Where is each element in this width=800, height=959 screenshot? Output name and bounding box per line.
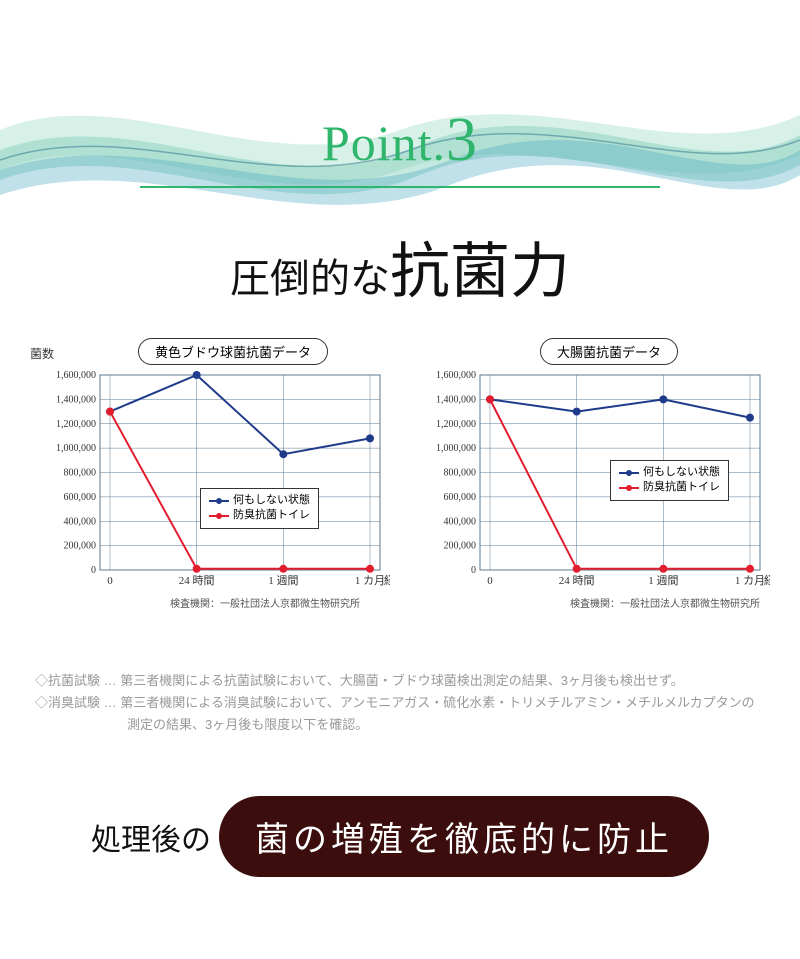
svg-text:0: 0	[91, 565, 96, 576]
note-line: ◇消臭試験 … 第三者機関による消臭試験において、アンモニアガス・硫化水素・トリ…	[35, 692, 765, 714]
svg-text:1 カ月: 1 カ月	[355, 574, 385, 587]
subtitle-big: 抗菌力	[390, 239, 570, 305]
legend-label: 防臭抗菌トイレ	[643, 480, 720, 495]
svg-text:200,000: 200,000	[444, 541, 477, 552]
legend-row: 何もしない状態	[209, 493, 310, 508]
svg-text:1,600,000: 1,600,000	[56, 370, 96, 381]
svg-text:400,000: 400,000	[64, 516, 97, 527]
svg-text:1,200,000: 1,200,000	[56, 419, 96, 430]
chart-right: 大腸菌抗菌データ 0 200,000 400,000 600,000 800,000 1,…	[410, 340, 770, 640]
header: Point.3 圧倒的な抗菌力	[0, 0, 800, 310]
svg-text:0: 0	[471, 565, 476, 576]
legend-row: 防臭抗菌トイレ	[619, 480, 720, 495]
subtitle-small: 圧倒的な	[230, 256, 390, 301]
note-line: 測定の結果、3ヶ月後も限度以下を確認。	[35, 714, 765, 736]
svg-text:1 週間: 1 週間	[268, 574, 298, 587]
svg-text:1,400,000: 1,400,000	[56, 394, 96, 405]
svg-text:1,000,000: 1,000,000	[56, 443, 96, 454]
legend-swatch	[209, 515, 229, 517]
bottom-banner: 処理後の 菌の増殖を徹底的に防止	[0, 796, 800, 877]
svg-text:経過日数: 経過日数	[764, 574, 770, 587]
legend-label: 防臭抗菌トイレ	[233, 508, 310, 523]
svg-text:800,000: 800,000	[64, 468, 97, 479]
note-line: ◇抗菌試験 … 第三者機関による抗菌試験において、大腸菌・ブドウ球菌検出測定の結…	[35, 670, 765, 692]
point-label: Point.3	[0, 105, 800, 176]
point-word: Point.	[322, 115, 446, 171]
notes: ◇抗菌試験 … 第三者機関による抗菌試験において、大腸菌・ブドウ球菌検出測定の結…	[0, 640, 800, 736]
chart-left-legend: 何もしない状態 防臭抗菌トイレ	[200, 488, 319, 529]
chart-right-legend: 何もしない状態 防臭抗菌トイレ	[610, 460, 729, 501]
svg-text:1,600,000: 1,600,000	[436, 370, 476, 381]
svg-text:1,000,000: 1,000,000	[436, 443, 476, 454]
svg-text:600,000: 600,000	[64, 492, 97, 503]
point-number: 3	[446, 106, 478, 174]
chart-left-credit: 検査機関：一般社団法人京都微生物研究所	[170, 595, 360, 610]
legend-swatch	[619, 487, 639, 489]
svg-text:1,400,000: 1,400,000	[436, 394, 476, 405]
legend-label: 何もしない状態	[643, 465, 720, 480]
chart-left-title: 黄色ブドウ球菌抗菌データ	[138, 338, 328, 365]
svg-text:1 カ月: 1 カ月	[735, 574, 765, 587]
legend-row: 防臭抗菌トイレ	[209, 508, 310, 523]
bottom-pill: 菌の増殖を徹底的に防止	[219, 796, 709, 877]
svg-text:0: 0	[487, 575, 493, 587]
svg-text:400,000: 400,000	[444, 516, 477, 527]
svg-text:経過日数: 経過日数	[384, 574, 390, 587]
svg-text:800,000: 800,000	[444, 468, 477, 479]
chart-right-credit: 検査機関：一般社団法人京都微生物研究所	[570, 595, 760, 610]
svg-text:24 時間: 24 時間	[559, 574, 595, 587]
chart-left: 菌数 黄色ブドウ球菌抗菌データ 0 200,000 400,000 600,000 80…	[30, 340, 390, 640]
svg-text:600,000: 600,000	[444, 492, 477, 503]
chart-left-ylabel: 菌数	[30, 345, 54, 362]
legend-swatch	[209, 500, 229, 502]
bottom-lead: 処理後の	[91, 815, 211, 859]
charts-row: 菌数 黄色ブドウ球菌抗菌データ 0 200,000 400,000 600,000 80…	[0, 310, 800, 640]
subtitle: 圧倒的な抗菌力	[0, 223, 800, 310]
legend-swatch	[619, 472, 639, 474]
svg-text:0: 0	[107, 575, 113, 587]
chart-left-svg: 0 200,000 400,000 600,000 800,000 1,000,000 1,…	[30, 340, 390, 600]
svg-text:1 週間: 1 週間	[648, 574, 678, 587]
legend-row: 何もしない状態	[619, 465, 720, 480]
chart-right-title: 大腸菌抗菌データ	[540, 338, 678, 365]
legend-label: 何もしない状態	[233, 493, 310, 508]
svg-text:1,200,000: 1,200,000	[436, 419, 476, 430]
svg-text:200,000: 200,000	[64, 541, 97, 552]
svg-text:24 時間: 24 時間	[179, 574, 215, 587]
header-underline	[140, 186, 660, 188]
